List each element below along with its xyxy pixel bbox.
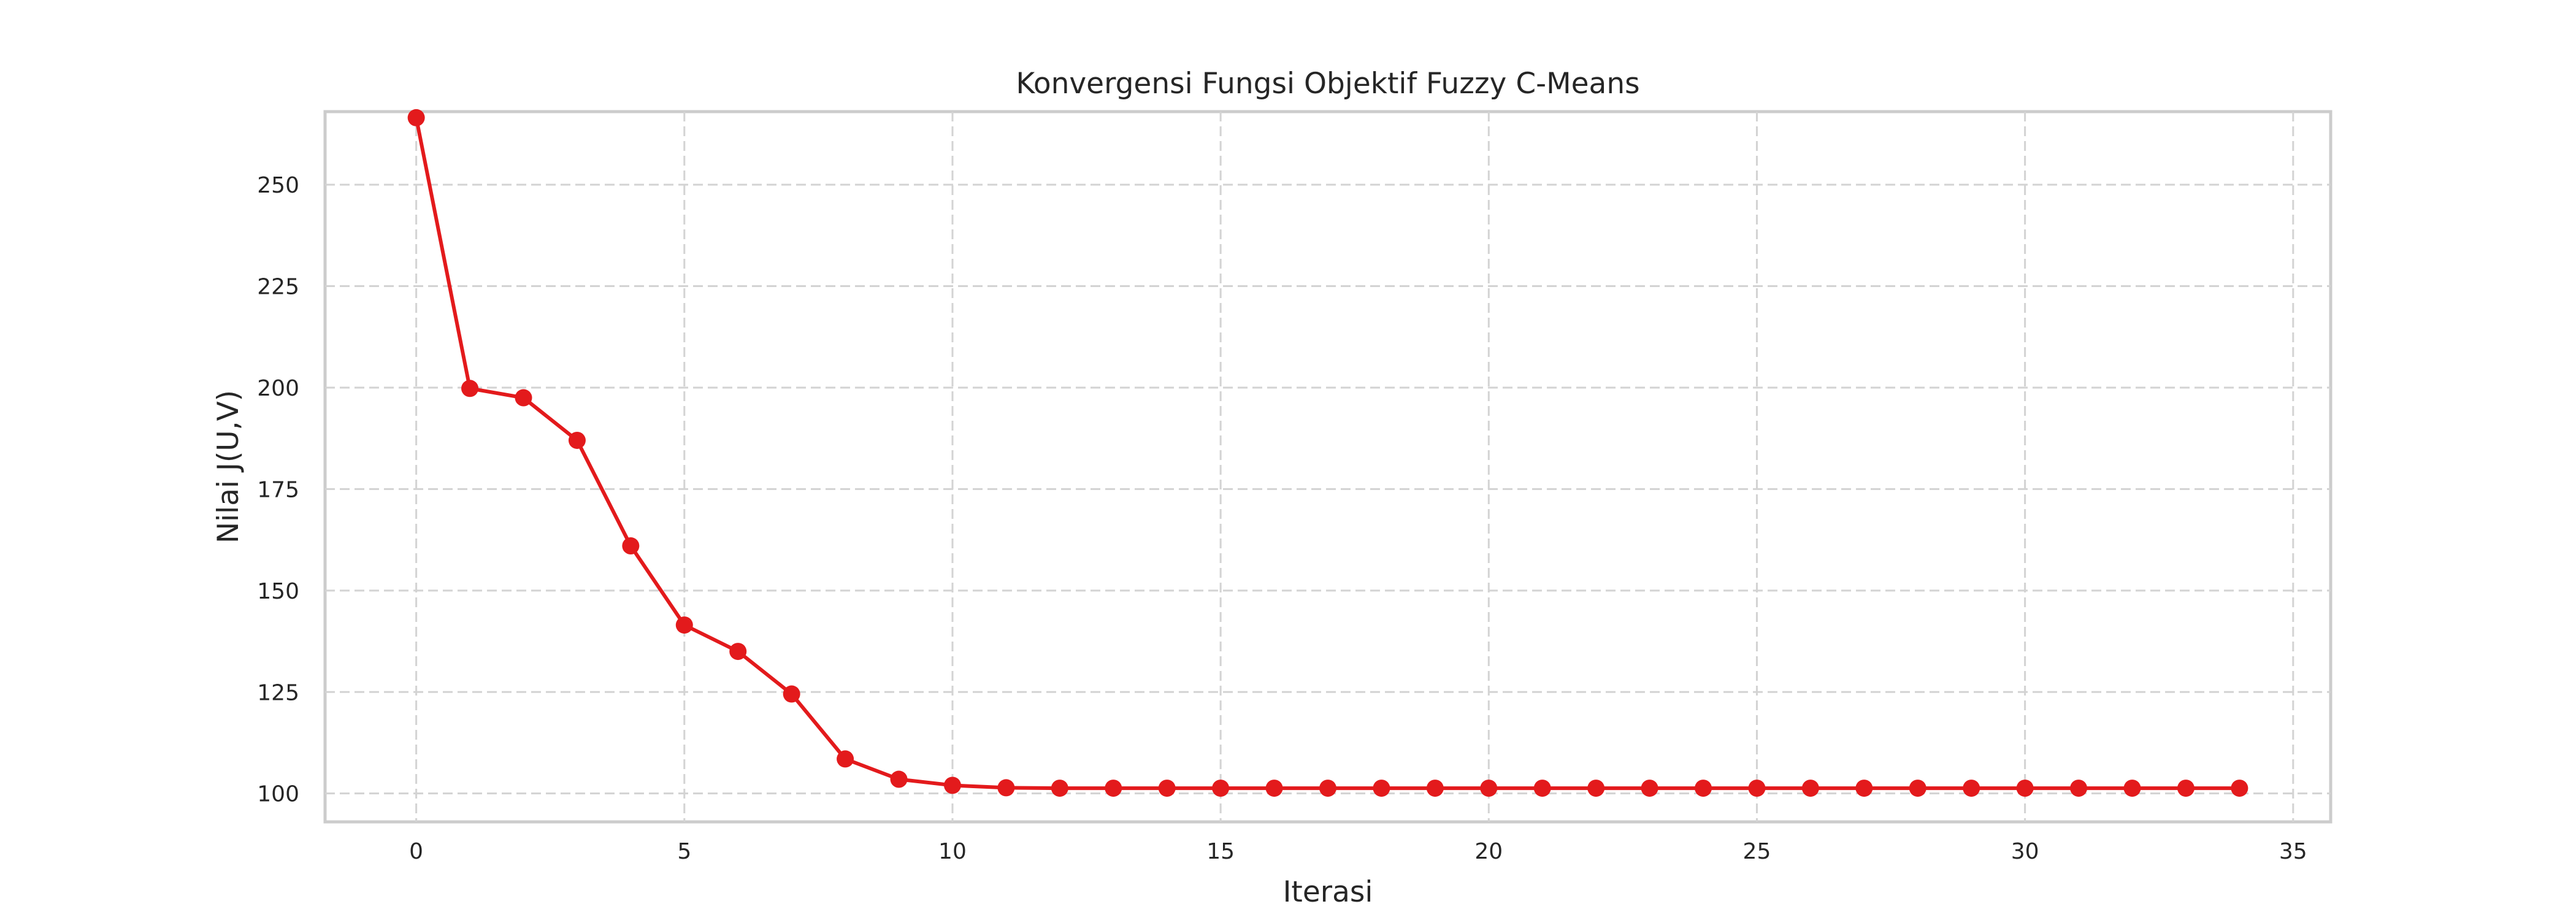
data-point	[1265, 780, 1283, 797]
data-point	[783, 685, 800, 703]
data-point	[1319, 780, 1336, 797]
x-tick-label: 5	[677, 839, 691, 864]
y-tick-label: 100	[257, 782, 299, 807]
data-point	[997, 779, 1015, 797]
x-tick-label: 25	[1743, 839, 1771, 864]
y-tick-label: 225	[257, 275, 299, 300]
data-point	[1533, 780, 1551, 797]
data-point	[461, 380, 479, 397]
series-layer	[407, 109, 2248, 797]
plot-area	[323, 110, 2333, 824]
data-point	[622, 537, 640, 555]
data-point	[2177, 780, 2195, 797]
data-point	[1641, 780, 1658, 797]
data-point	[1587, 780, 1605, 797]
data-point	[568, 431, 586, 449]
data-point	[729, 643, 747, 661]
axis-ticks: 0 5 10 15 20 25 30 35 100 125 150 175 200 225 250	[257, 173, 2307, 864]
grid	[325, 112, 2331, 822]
data-point	[943, 776, 961, 794]
data-point	[1963, 780, 1980, 797]
data-point	[1051, 780, 1068, 797]
data-point	[1158, 780, 1176, 797]
data-point	[2231, 780, 2248, 797]
data-point	[2016, 780, 2034, 797]
x-tick-label: 15	[1206, 839, 1235, 864]
x-tick-label: 0	[409, 839, 423, 864]
y-tick-label: 250	[257, 173, 299, 198]
y-axis-title: Nilai J(U,V)	[212, 390, 245, 543]
x-tick-label: 20	[1474, 839, 1503, 864]
data-point	[1801, 780, 1819, 797]
x-tick-label: 35	[2279, 839, 2307, 864]
data-point	[2123, 780, 2141, 797]
data-point	[1855, 780, 1873, 797]
data-point	[890, 770, 908, 788]
data-point	[2070, 780, 2088, 797]
data-point	[407, 109, 425, 126]
x-tick-label: 10	[938, 839, 967, 864]
data-point	[515, 389, 532, 407]
x-axis-title: Iterasi	[1283, 875, 1373, 909]
y-tick-label: 150	[257, 579, 299, 604]
y-tick-label: 125	[257, 680, 299, 705]
x-tick-label: 30	[2011, 839, 2039, 864]
data-point	[1909, 780, 1926, 797]
data-point	[837, 750, 854, 768]
data-point	[1480, 780, 1498, 797]
data-point	[675, 616, 693, 634]
data-point	[1105, 780, 1122, 797]
data-point	[1212, 780, 1230, 797]
y-tick-label: 175	[257, 477, 299, 502]
y-tick-label: 200	[257, 376, 299, 401]
data-point	[1426, 780, 1444, 797]
data-point	[1373, 780, 1390, 797]
data-point	[1695, 780, 1712, 797]
data-point	[1748, 780, 1766, 797]
chart-title: Konvergensi Fungsi Objektif Fuzzy C-Mean…	[1016, 67, 1639, 101]
